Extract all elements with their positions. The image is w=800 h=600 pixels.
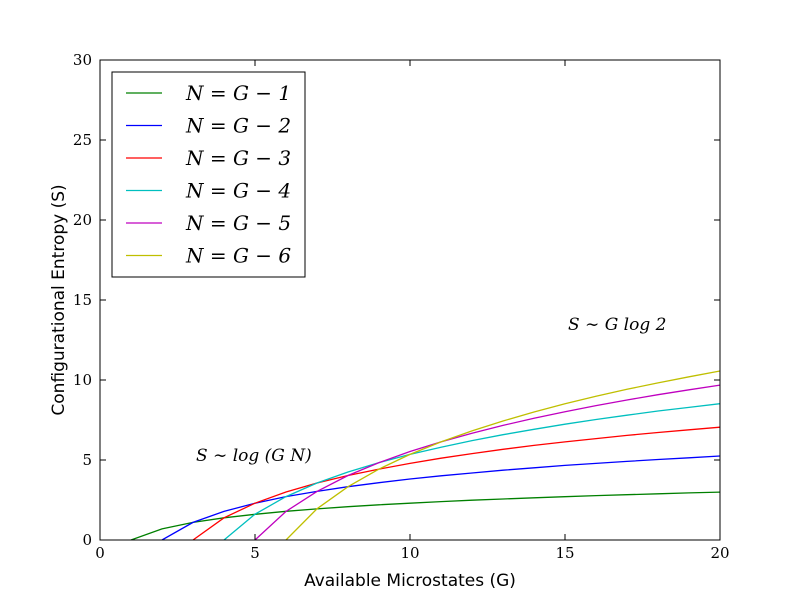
- y-tick-label: 0: [82, 531, 92, 549]
- legend-label-2: N = G − 2: [185, 114, 291, 138]
- series-line-1: [130, 491, 720, 540]
- y-tick-label: 30: [73, 51, 92, 69]
- y-tick-label: 20: [73, 211, 92, 229]
- y-tick-label: 25: [73, 131, 92, 149]
- series-line-2: [161, 455, 720, 540]
- legend-label-1: N = G − 1: [185, 81, 291, 105]
- annotation-2: S ∼ G log 2: [568, 315, 666, 335]
- ticks-layer: 0 5 10 15 20 0 5 10 15 20 25 30: [73, 51, 730, 562]
- series-line-3: [192, 426, 720, 540]
- series-layer: [130, 370, 720, 540]
- annotation-1: S ∼ log (G N): [196, 446, 312, 466]
- x-tick-label: 20: [710, 544, 729, 562]
- series-line-6: [285, 370, 720, 540]
- x-tick-label: 0: [95, 544, 105, 562]
- x-axis-label: Available Microstates (G): [304, 571, 516, 591]
- y-tick-label: 10: [73, 371, 92, 389]
- y-axis-label: Configurational Entropy (S): [49, 184, 69, 415]
- x-tick-label: 15: [555, 544, 574, 562]
- x-tick-label: 5: [250, 544, 260, 562]
- legend-label-3: N = G − 3: [185, 146, 291, 170]
- series-line-4: [223, 403, 720, 540]
- x-tick-label: 10: [400, 544, 419, 562]
- legend: N = G − 1 N = G − 2 N = G − 3 N = G − 4 N = …: [111, 71, 306, 278]
- legend-label-4: N = G − 4: [185, 179, 291, 203]
- series-line-5: [254, 384, 720, 540]
- y-tick-label: 5: [82, 451, 92, 469]
- legend-label-6: N = G − 6: [185, 244, 291, 268]
- legend-label-5: N = G − 5: [185, 211, 291, 235]
- y-tick-label: 15: [73, 291, 92, 309]
- annotations: S ∼ log (G N) S ∼ G log 2: [196, 315, 666, 466]
- legend-box: [111, 71, 306, 278]
